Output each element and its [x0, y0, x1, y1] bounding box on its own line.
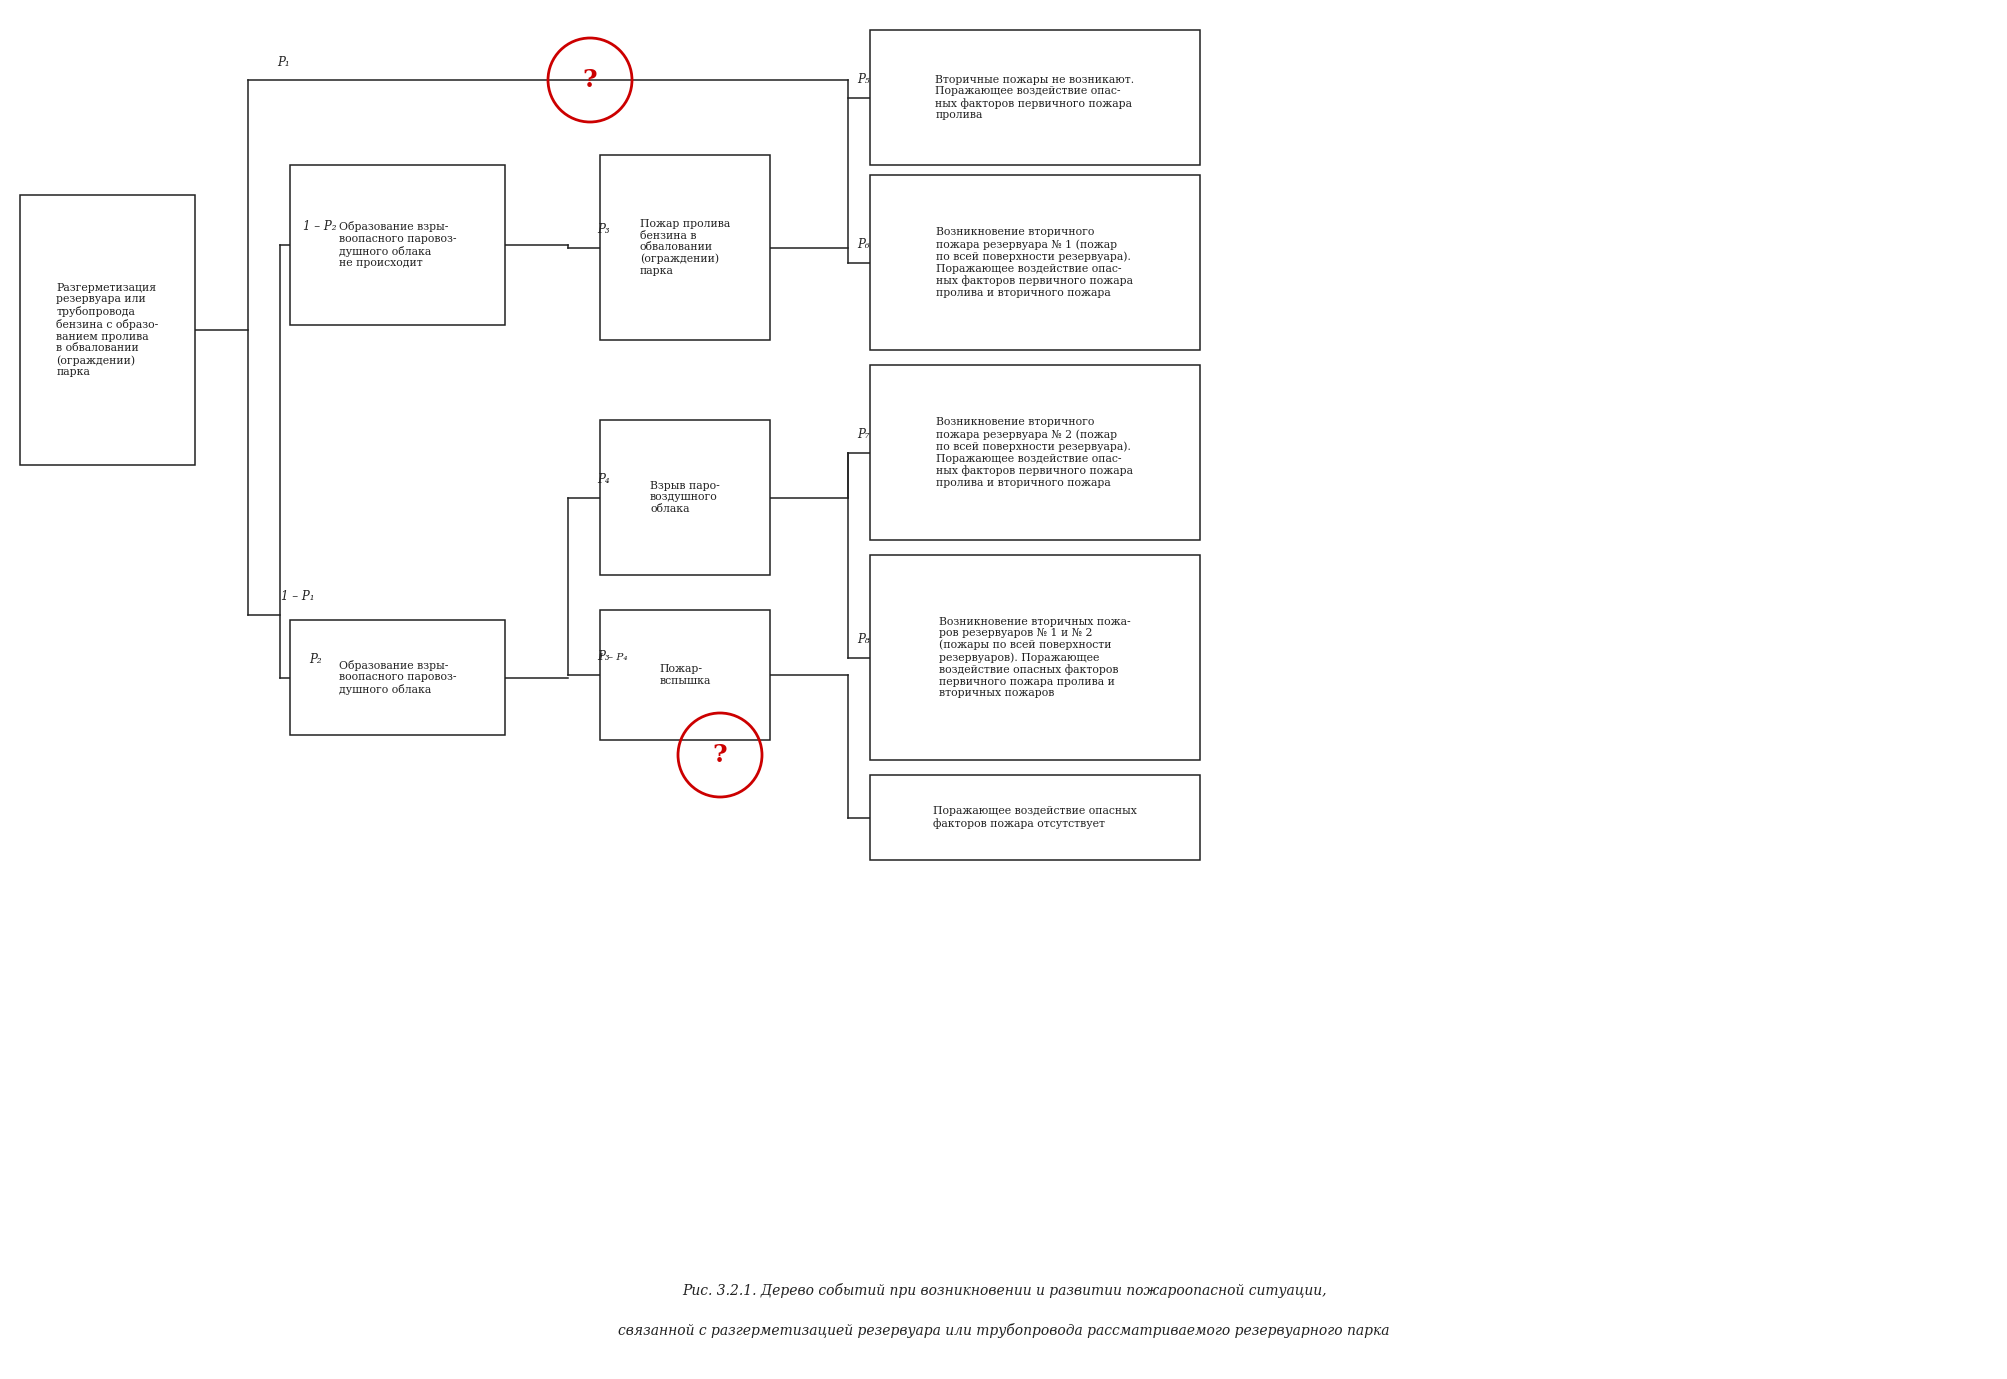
Text: Возникновение вторичных пожа-
ров резервуаров № 1 и № 2
(пожары по всей поверхно: Возникновение вторичных пожа- ров резерв…: [939, 616, 1130, 698]
Text: Образование взры-
воопасного паровоз-
душного облака: Образование взры- воопасного паровоз- ду…: [339, 659, 456, 695]
Text: Поражающее воздействие опасных
факторов пожара отсутствует: Поражающее воздействие опасных факторов …: [933, 807, 1136, 829]
Bar: [600, 610, 769, 741]
Text: 1 – P₂: 1 – P₂: [303, 221, 337, 233]
Text: Образование взры-
воопасного паровоз-
душного облака
не происходит: Образование взры- воопасного паровоз- ду…: [339, 222, 456, 269]
Text: Разгерметизация
резервуара или
трубопровода
бензина с образо-
ванием пролива
в о: Разгерметизация резервуара или трубопров…: [56, 283, 159, 376]
Bar: [869, 775, 1200, 860]
Text: Пожар-
вспышка: Пожар- вспышка: [658, 665, 710, 685]
Bar: [20, 194, 195, 465]
Text: P₃: P₃: [596, 651, 608, 663]
Text: Пожар пролива
бензина в
обваловании
(ограждении)
парка: Пожар пролива бензина в обваловании (огр…: [640, 219, 731, 276]
Bar: [869, 365, 1200, 541]
Bar: [869, 175, 1200, 350]
Text: 1 – P₄: 1 – P₄: [598, 652, 626, 662]
Text: ?: ?: [712, 743, 727, 767]
Text: связанной с разгерметизацией резервуара или трубопровода рассматриваемого резерв: связанной с разгерметизацией резервуара …: [618, 1322, 1389, 1338]
Bar: [600, 154, 769, 341]
Text: ?: ?: [582, 68, 596, 92]
Text: Возникновение вторичного
пожара резервуара № 1 (пожар
по всей поверхности резерв: Возникновение вторичного пожара резервуа…: [935, 228, 1132, 298]
Text: Взрыв паро-
воздушного
облака: Взрыв паро- воздушного облака: [650, 481, 721, 514]
Text: P₆: P₆: [857, 239, 869, 251]
Bar: [289, 621, 504, 735]
Text: Вторичные пожары не возникают.
Поражающее воздействие опас-
ных факторов первичн: Вторичные пожары не возникают. Поражающе…: [935, 74, 1134, 120]
Text: P₅: P₅: [857, 73, 869, 85]
Text: P₂: P₂: [309, 654, 321, 666]
Bar: [869, 554, 1200, 760]
Text: Возникновение вторичного
пожара резервуара № 2 (пожар
по всей поверхности резерв: Возникновение вторичного пожара резервуа…: [935, 418, 1132, 488]
Text: Рис. 3.2.1. Дерево событий при возникновении и развитии пожароопасной ситуации,: Рис. 3.2.1. Дерево событий при возникнов…: [682, 1282, 1325, 1298]
Bar: [600, 421, 769, 575]
Text: P₃: P₃: [596, 223, 608, 236]
Bar: [289, 165, 504, 325]
Bar: [869, 30, 1200, 165]
Text: P₈: P₈: [857, 633, 869, 645]
Text: P₁: P₁: [277, 55, 289, 69]
Text: 1 – P₁: 1 – P₁: [281, 590, 315, 604]
Text: P₇: P₇: [857, 427, 869, 441]
Text: P₄: P₄: [596, 473, 608, 485]
